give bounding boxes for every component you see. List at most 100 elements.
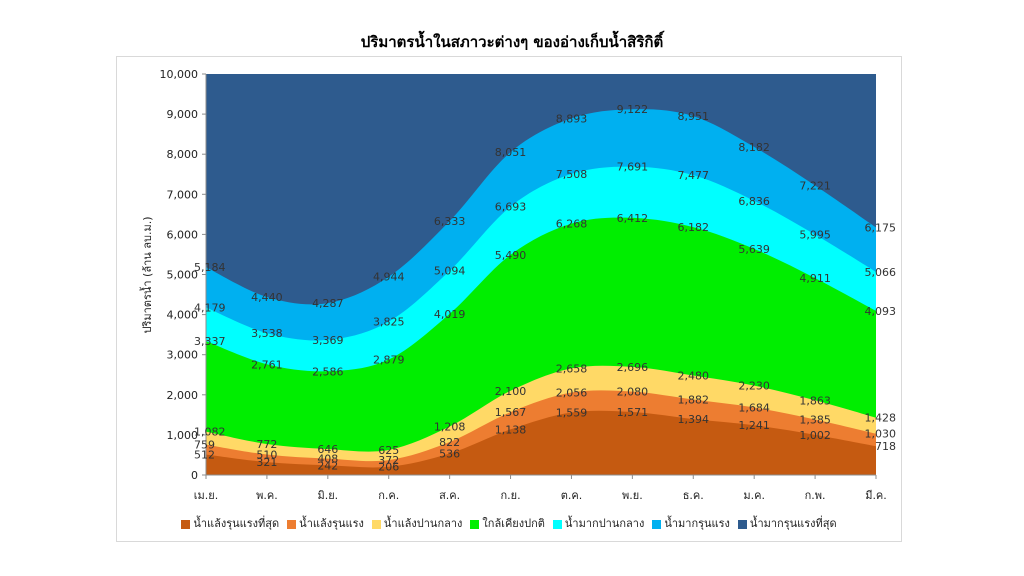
data-label: 5,639: [738, 243, 770, 256]
legend-item: น้ำมากปานกลาง: [552, 514, 645, 532]
data-label: 1,571: [617, 406, 649, 419]
data-label: 2,230: [738, 380, 770, 393]
data-label: 1,559: [556, 406, 588, 419]
y-tick-label: 0: [191, 469, 198, 482]
legend-label: น้ำแล้งรุนแรงที่สุด: [193, 517, 280, 530]
data-label: 1,082: [194, 426, 226, 439]
x-tick-label: ส.ค.: [439, 489, 460, 502]
y-tick-label: 9,000: [167, 108, 199, 121]
legend-swatch: [181, 519, 191, 529]
data-label: 5,066: [865, 266, 897, 279]
legend-item: น้ำมากรุนแรงที่สุด: [737, 514, 837, 532]
data-label: 625: [378, 444, 399, 457]
data-label: 1,394: [678, 413, 710, 426]
y-tick-label: 3,000: [167, 349, 199, 362]
data-label: 5,184: [194, 261, 226, 274]
data-label: 6,836: [738, 195, 770, 208]
data-label: 4,019: [434, 308, 466, 321]
legend-label: น้ำมากปานกลาง: [564, 517, 645, 530]
data-label: 242: [317, 459, 338, 472]
data-label: 2,586: [312, 365, 344, 378]
data-label: 6,268: [556, 218, 588, 231]
y-tick-label: 6,000: [167, 228, 199, 241]
data-label: 4,911: [799, 272, 831, 285]
data-label: 759: [194, 439, 215, 452]
legend-item: น้ำแล้งรุนแรง: [287, 514, 364, 532]
chart-frame: [116, 56, 902, 542]
x-tick-label: ม.ค.: [743, 489, 765, 502]
x-tick-label: ต.ค.: [561, 489, 583, 502]
data-label: 7,221: [799, 179, 831, 192]
data-label: 822: [439, 436, 460, 449]
legend-item: ใกล้เคียงปกติ: [470, 514, 545, 532]
x-tick-label: พ.ย.: [622, 489, 643, 502]
legend: น้ำแล้งรุนแรงที่สุด น้ำแล้งรุนแรง น้ำแล้งป…: [116, 514, 902, 532]
legend-swatch: [737, 519, 747, 529]
data-label: 8,051: [495, 146, 527, 159]
data-label: 408: [317, 453, 338, 466]
legend-item: น้ำแล้งรุนแรงที่สุด: [181, 514, 279, 532]
x-tick-label: เม.ย.: [194, 489, 218, 502]
x-tick-label: ก.ค.: [378, 489, 399, 502]
legend-label: น้ำแล้งรุนแรง: [299, 517, 364, 530]
axes-layer: 0 1,000 2,000 3,000 4,000 5,000 6,000 7,000 8,00…: [160, 68, 887, 502]
data-label: 1,002: [799, 429, 831, 442]
data-label: 718: [875, 440, 896, 453]
data-label: 3,337: [194, 335, 226, 348]
y-axis-title: ปริมาตรน้ำ (ล้าน ลบ.ม.): [139, 216, 154, 333]
chart-title: ปริมาตรน้ำในสภาวะต่างๆ ของอ่างเก็บน้ำสิร…: [360, 33, 664, 51]
data-label: 206: [378, 461, 399, 474]
data-label: 6,333: [434, 215, 466, 228]
legend-label: น้ำมากรุนแรง: [664, 517, 730, 530]
y-tick-label: 1,000: [167, 429, 199, 442]
area-layer: [206, 74, 876, 475]
legend-label: ใกล้เคียงปกติ: [482, 517, 545, 530]
data-label: 7,477: [678, 169, 710, 182]
data-label: 2,658: [556, 362, 588, 375]
data-label: 4,093: [865, 305, 897, 318]
data-label: 1,863: [799, 394, 831, 407]
data-label: 1,882: [678, 394, 710, 407]
y-tick-label: 2,000: [167, 389, 199, 402]
legend-item: น้ำแล้งปานกลาง: [371, 514, 462, 532]
data-label: 1,030: [865, 428, 897, 441]
x-tick-label: มิ.ย.: [317, 489, 338, 502]
data-label: 1,428: [865, 412, 897, 425]
data-label: 2,761: [251, 358, 283, 371]
data-label: 6,175: [865, 221, 897, 234]
data-label: 5,094: [434, 265, 466, 278]
data-label: 7,508: [556, 168, 588, 181]
legend-swatch: [552, 519, 562, 529]
data-label: 7,691: [617, 161, 649, 174]
x-tick-label: มี.ค.: [865, 489, 887, 502]
y-tick-label: 4,000: [167, 309, 199, 322]
data-label: 772: [256, 438, 277, 451]
data-label: 1,138: [495, 423, 527, 436]
y-tick-label: 7,000: [167, 188, 199, 201]
legend-swatch: [287, 519, 297, 529]
data-label: 646: [317, 443, 338, 456]
data-label: 372: [378, 454, 399, 467]
y-tick-label: 5,000: [167, 269, 199, 282]
data-label: 8,182: [738, 141, 770, 154]
data-label: 2,100: [495, 385, 527, 398]
data-label: 3,538: [251, 327, 283, 340]
data-label: 510: [256, 449, 277, 462]
data-label: 2,056: [556, 387, 588, 400]
legend-swatch: [371, 519, 381, 529]
data-label: 5,995: [799, 229, 831, 242]
data-label: 3,369: [312, 334, 344, 347]
legend-item: น้ำมากรุนแรง: [652, 514, 730, 532]
x-tick-label: ก.ย.: [500, 489, 520, 502]
data-label: 536: [439, 448, 460, 461]
data-label: 2,696: [617, 361, 649, 374]
y-tick-label: 8,000: [167, 148, 199, 161]
x-tick-label: พ.ค.: [256, 489, 278, 502]
data-label: 4,179: [194, 301, 226, 314]
data-label: 4,287: [312, 297, 344, 310]
data-label: 1,567: [495, 406, 527, 419]
x-tick-label: ธ.ค.: [683, 489, 704, 502]
data-label: 8,893: [556, 112, 588, 125]
area-series-1: [206, 410, 876, 475]
data-label: 8,951: [678, 110, 710, 123]
